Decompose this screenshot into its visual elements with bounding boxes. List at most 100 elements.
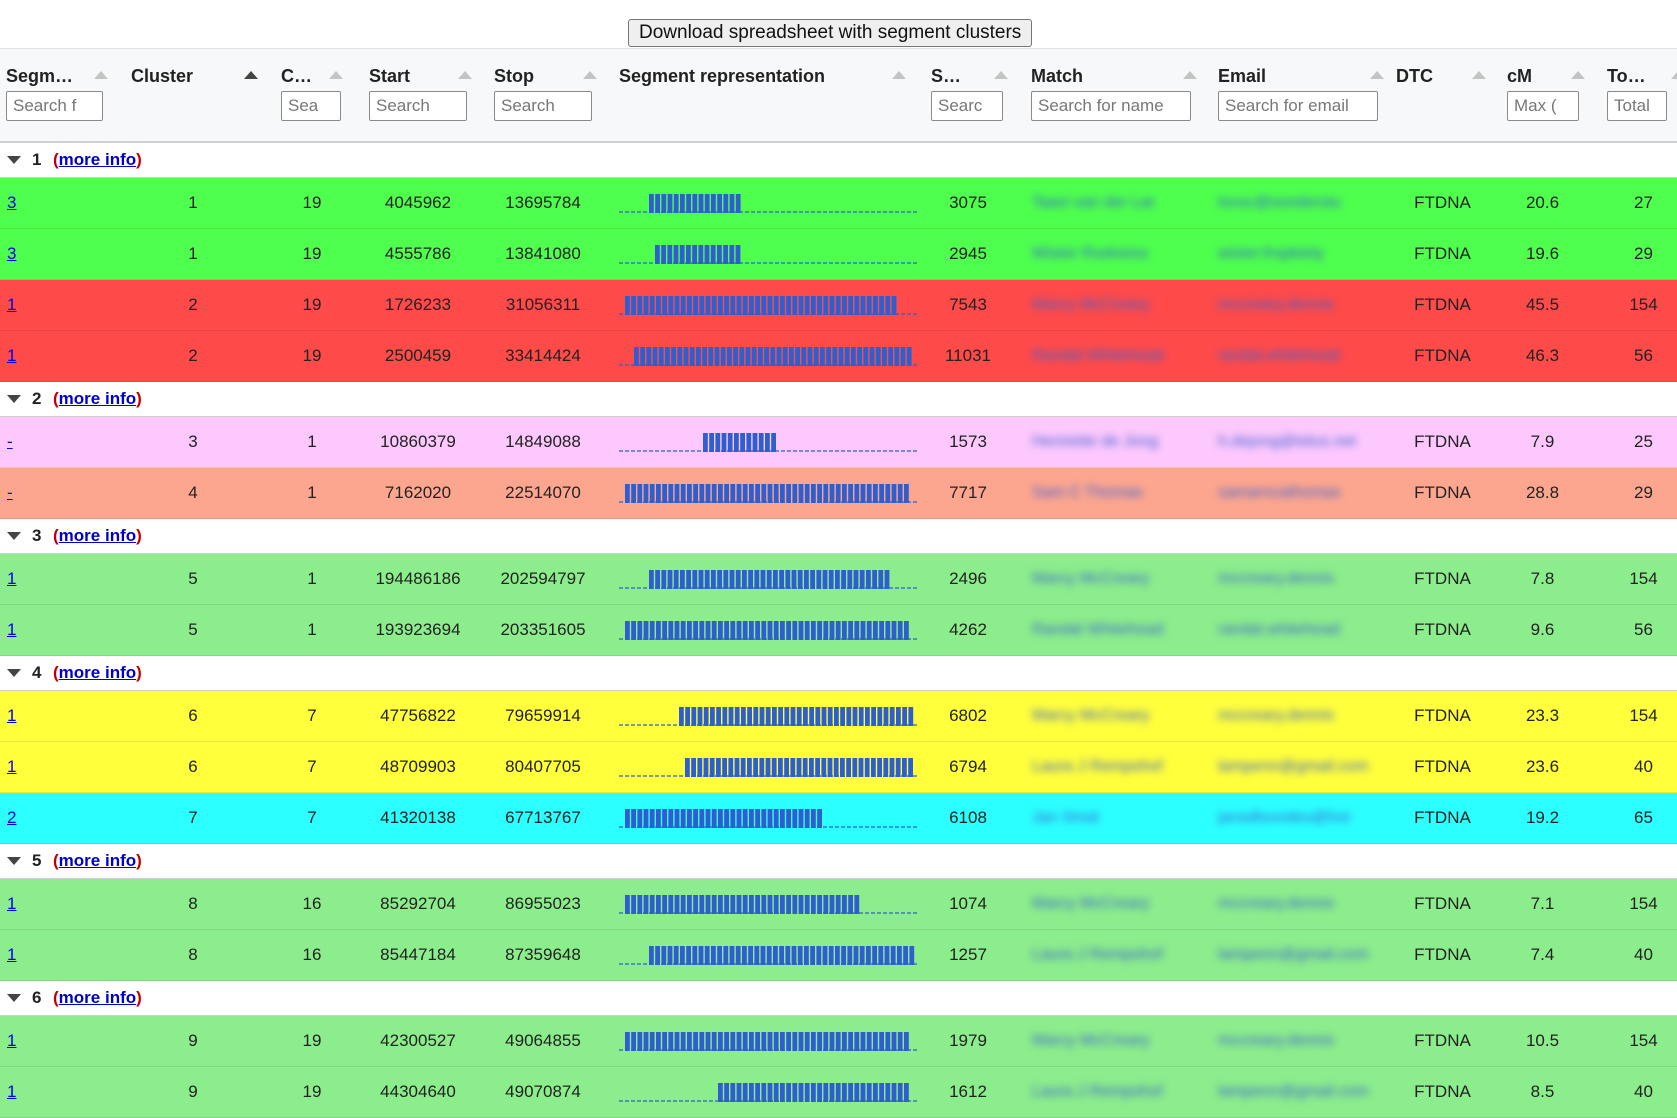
table-row[interactable]: - 4 1 7162020 22514070 7717 Sam C Thomas samarn…	[0, 468, 1677, 519]
table-row[interactable]: 1 9 19 44304640 49070874 1612 Laura J Rempshof…	[0, 1067, 1677, 1118]
more-info-link[interactable]: more info	[58, 526, 137, 545]
search-input-match[interactable]	[1031, 91, 1191, 121]
caret-down-icon[interactable]	[7, 395, 21, 403]
table-row[interactable]: 1 6 7 48709903 80407705 6794 Laura J Rempshof l…	[0, 742, 1677, 793]
column-header-stop[interactable]: Stop	[488, 49, 613, 141]
match-email[interactable]: randal.whitehead	[1218, 621, 1340, 638]
table-row[interactable]: 1 5 1 194486186 202594797 2496 Marcy McCreary m…	[0, 554, 1677, 605]
column-header-segrep[interactable]: Segment representation	[613, 49, 923, 141]
more-info-link[interactable]: more info	[58, 988, 137, 1007]
group-header[interactable]: 4 (more info)	[0, 656, 1677, 691]
match-email[interactable]: lampenn@gmail.com	[1218, 946, 1369, 963]
sort-arrow-icon[interactable]	[1472, 71, 1486, 79]
sort-arrow-icon[interactable]	[1671, 71, 1677, 79]
column-header-cm[interactable]: cM	[1501, 49, 1601, 141]
search-input-start[interactable]	[369, 91, 467, 121]
sort-arrow-icon[interactable]	[244, 71, 258, 79]
match-name[interactable]: Henriette de Jong	[1032, 433, 1159, 450]
column-header-chrom[interactable]: C…	[275, 49, 355, 141]
group-header[interactable]: 6 (more info)	[0, 981, 1677, 1016]
caret-down-icon[interactable]	[7, 532, 21, 540]
match-name[interactable]: Laura J Rempshof	[1032, 758, 1163, 775]
match-email[interactable]: samarncathomas	[1218, 484, 1341, 501]
search-input-cm[interactable]	[1507, 91, 1579, 121]
caret-down-icon[interactable]	[7, 994, 21, 1002]
match-email[interactable]: mccreary.dennis	[1218, 895, 1335, 912]
table-row[interactable]: 1 9 19 42300527 49064855 1979 Marcy McCreary mc…	[0, 1016, 1677, 1067]
column-header-segm[interactable]: Segm…	[0, 49, 125, 141]
table-row[interactable]: 1 2 19 1726233 31056311 7543 Marcy McCreary mcc…	[0, 280, 1677, 331]
segment-link[interactable]: 1	[7, 757, 17, 776]
table-row[interactable]: 1 6 7 47756822 79659914 6802 Marcy McCreary mcc…	[0, 691, 1677, 742]
match-email[interactable]: tsvsc@sonderstu	[1218, 194, 1341, 211]
sort-arrow-icon[interactable]	[1370, 71, 1384, 79]
caret-down-icon[interactable]	[7, 156, 21, 164]
table-row[interactable]: 3 1 19 4555786 13841080 2945 Wister Rodneiss wi…	[0, 229, 1677, 280]
column-header-snps[interactable]: S…	[925, 49, 1015, 141]
match-name[interactable]: Wister Rodneiss	[1032, 245, 1149, 262]
match-name[interactable]: Jan Smal	[1032, 809, 1099, 826]
table-row[interactable]: 1 2 19 2500459 33414424 11031 Randal Whitehead…	[0, 331, 1677, 382]
match-name[interactable]: Marcy McCreary	[1032, 707, 1150, 724]
segment-link[interactable]: 3	[7, 193, 17, 212]
column-header-match[interactable]: Match	[1025, 49, 1215, 141]
match-name[interactable]: Laura J Rempshof	[1032, 946, 1163, 963]
match-email[interactable]: h.dejong@telus.net	[1218, 433, 1357, 450]
search-input-segm[interactable]	[6, 91, 103, 121]
sort-arrow-icon[interactable]	[1571, 71, 1585, 79]
table-row[interactable]: 1 8 16 85292704 86955023 1074 Marcy McCreary mc…	[0, 879, 1677, 930]
more-info-link[interactable]: more info	[58, 150, 137, 169]
match-email[interactable]: mccreary.dennis	[1218, 570, 1335, 587]
sort-arrow-icon[interactable]	[583, 71, 597, 79]
segment-link[interactable]: 1	[7, 295, 17, 314]
match-email[interactable]: jansdlsondes@hot	[1218, 809, 1350, 826]
segment-link[interactable]: 1	[7, 1082, 17, 1101]
column-header-start[interactable]: Start	[363, 49, 483, 141]
match-email[interactable]: lampenn@gmail.com	[1218, 1083, 1369, 1100]
search-input-chrom[interactable]	[281, 91, 341, 121]
match-name[interactable]: Laura J Rempshof	[1032, 1083, 1163, 1100]
search-input-total[interactable]	[1607, 91, 1667, 121]
match-email[interactable]: wister.fropkiety	[1218, 245, 1324, 262]
group-header[interactable]: 1 (more info)	[0, 143, 1677, 178]
segment-link[interactable]: 1	[7, 346, 17, 365]
sort-arrow-icon[interactable]	[892, 71, 906, 79]
search-input-snps[interactable]	[931, 91, 1003, 121]
group-header[interactable]: 5 (more info)	[0, 844, 1677, 879]
download-spreadsheet-button[interactable]: Download spreadsheet with segment cluste…	[628, 19, 1033, 47]
match-email[interactable]: mccreary.dennis	[1218, 1032, 1335, 1049]
segment-link[interactable]: 1	[7, 945, 17, 964]
table-row[interactable]: 3 1 19 4045962 13695784 3075 Taavi van der Lat…	[0, 178, 1677, 229]
column-header-cluster[interactable]: Cluster	[125, 49, 262, 141]
match-email[interactable]: randal.whitehead	[1218, 347, 1340, 364]
match-name[interactable]: Marcy McCreary	[1032, 1032, 1150, 1049]
table-row[interactable]: - 3 1 10860379 14849088 1573 Henriette de Jong…	[0, 417, 1677, 468]
caret-down-icon[interactable]	[7, 669, 21, 677]
sort-arrow-icon[interactable]	[458, 71, 472, 79]
group-header[interactable]: 3 (more info)	[0, 519, 1677, 554]
match-name[interactable]: Marcy McCreary	[1032, 296, 1150, 313]
segment-link[interactable]: 1	[7, 569, 17, 588]
sort-arrow-icon[interactable]	[994, 71, 1008, 79]
match-name[interactable]: Marcy McCreary	[1032, 570, 1150, 587]
column-header-dtc[interactable]: DTC	[1390, 49, 1505, 141]
segment-link[interactable]: 1	[7, 1031, 17, 1050]
more-info-link[interactable]: more info	[58, 389, 137, 408]
table-row[interactable]: 1 5 1 193923694 203351605 4262 Randal Whitehea…	[0, 605, 1677, 656]
search-input-stop[interactable]	[494, 91, 592, 121]
column-header-total[interactable]: To…	[1601, 49, 1677, 141]
table-row[interactable]: 1 8 16 85447184 87359648 1257 Laura J Rempshof…	[0, 930, 1677, 981]
match-name[interactable]: Taavi van der Lat	[1032, 194, 1154, 211]
segment-link[interactable]: -	[7, 483, 13, 502]
match-email[interactable]: lampenn@gmail.com	[1218, 758, 1369, 775]
segment-link[interactable]: -	[7, 432, 13, 451]
sort-arrow-icon[interactable]	[329, 71, 343, 79]
column-header-email[interactable]: Email	[1212, 49, 1392, 141]
table-row[interactable]: 2 7 7 41320138 67713767 6108 Jan Smal jansdlson…	[0, 793, 1677, 844]
segment-link[interactable]: 1	[7, 894, 17, 913]
group-header[interactable]: 2 (more info)	[0, 382, 1677, 417]
segment-link[interactable]: 3	[7, 244, 17, 263]
match-email[interactable]: mccreary.dennis	[1218, 296, 1335, 313]
match-name[interactable]: Sam C Thomas	[1032, 484, 1143, 501]
match-name[interactable]: Randal Whitehead	[1032, 621, 1164, 638]
